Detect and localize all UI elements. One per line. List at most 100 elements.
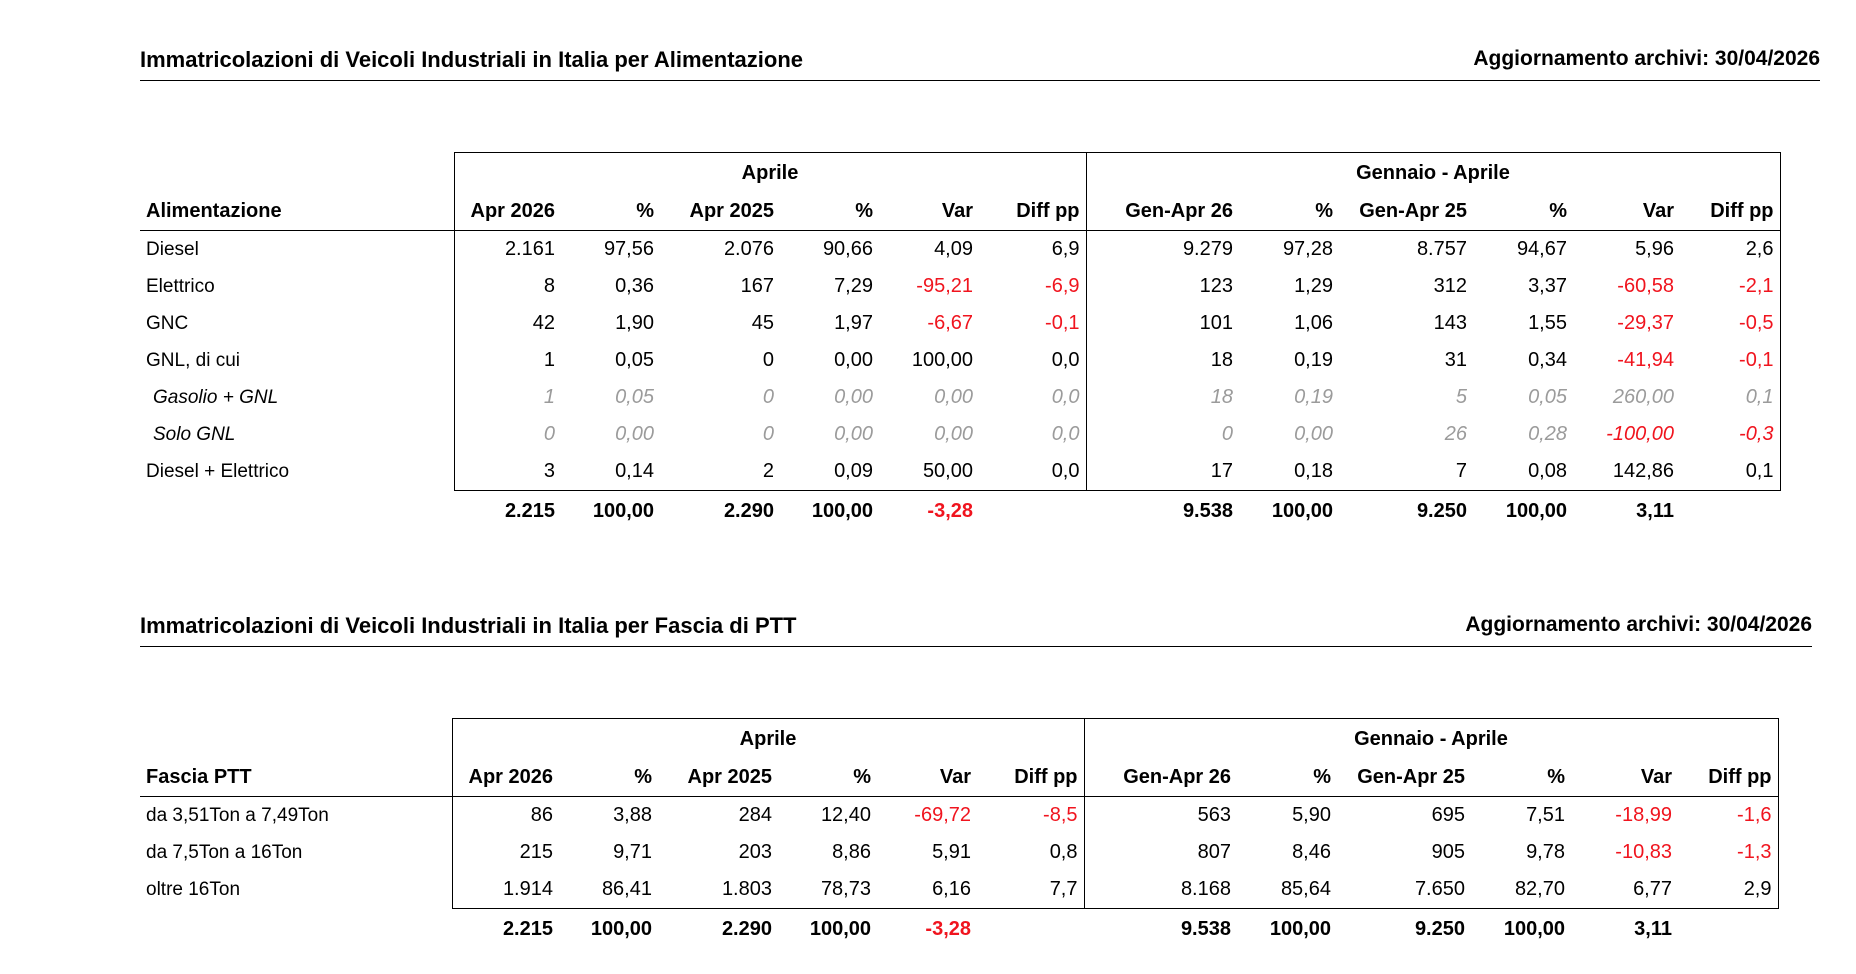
table-cell: 0,0 [1051, 386, 1080, 408]
table-row: GNC 42 1,90 45 1,97 -6,67 -0,1 101 1,06 … [140, 305, 1781, 342]
table-cell: -6,9 [1045, 275, 1080, 297]
total-cell: 100,00 [592, 499, 654, 522]
column-header: Diff pp [977, 759, 1084, 797]
table-cell: 0,00 [1294, 423, 1333, 445]
table-cell: 18 [1085, 379, 1239, 416]
table-cell: 1,97 [834, 312, 873, 334]
column-header: Var [879, 193, 979, 231]
ptt-report-title: Immatricolazioni di Veicoli Industriali … [140, 613, 797, 638]
table-cell: 94,67 [1516, 238, 1567, 260]
column-header: % [559, 759, 658, 797]
table-cell: 143 [1433, 312, 1467, 334]
table-cell: 1 [453, 342, 561, 379]
total-cell: 9.250 [1414, 917, 1465, 940]
table-cell: 8 [453, 268, 561, 305]
column-header-row: Alimentazione Apr 2026 % Apr 2025 % Var … [140, 193, 1781, 231]
table-cell: 9.279 [1085, 230, 1239, 268]
total-cell: 100,00 [1269, 917, 1331, 940]
table-cell: 1.914 [451, 871, 559, 909]
row-label: GNL, di cui [146, 349, 240, 371]
table-cell: 42 [453, 305, 561, 342]
total-cell: -3,28 [927, 499, 973, 522]
total-cell: 2.215 [504, 499, 555, 522]
table-cell: 0 [453, 416, 561, 453]
table-cell: 260,00 [1612, 386, 1674, 408]
total-cell: 3,11 [1634, 917, 1672, 940]
table-cell: 2.076 [723, 238, 774, 260]
table-row: Diesel + Elettrico 3 0,14 2 0,09 50,00 0… [140, 453, 1781, 491]
table-cell: 31 [1444, 349, 1467, 371]
column-header: Gen-Apr 25 [1339, 193, 1473, 231]
table-cell: 0,00 [934, 386, 973, 408]
column-header: Apr 2025 [660, 193, 780, 231]
table-cell: 0,05 [1528, 386, 1567, 408]
table-cell: -2,1 [1680, 268, 1781, 305]
table-cell: 0 [762, 386, 774, 408]
table-cell: -41,94 [1617, 349, 1674, 371]
table-cell: 1,06 [1294, 312, 1333, 334]
table-cell: -69,72 [914, 804, 971, 826]
column-header: % [778, 759, 877, 797]
group-header-ytd: Gennaio - Aprile [1085, 152, 1781, 193]
total-cell: 100,00 [811, 499, 873, 522]
fuel-report-header: Immatricolazioni di Veicoli Industriali … [140, 0, 1820, 81]
table-cell: 1,29 [1294, 275, 1333, 297]
table-cell: 0,00 [834, 386, 873, 408]
table-cell: 2 [660, 453, 780, 491]
total-cell: 2.290 [721, 917, 772, 940]
table-cell: 6,16 [877, 871, 977, 909]
table-cell: -29,37 [1617, 312, 1674, 334]
table-cell: 5,91 [932, 841, 971, 863]
table-cell: 82,70 [1471, 871, 1571, 909]
fuel-report-title: Immatricolazioni di Veicoli Industriali … [140, 47, 803, 72]
table-cell: 0,0 [1051, 349, 1080, 371]
table-cell: 7 [1339, 453, 1473, 491]
column-header: % [1237, 759, 1337, 797]
table-cell: 5,90 [1292, 804, 1331, 826]
column-header-row: Fascia PTT Apr 2026 % Apr 2025 % Var Dif… [140, 759, 1779, 797]
table-cell: 2,6 [1680, 230, 1781, 268]
total-cell: 100,00 [590, 917, 652, 940]
table-cell: 8.757 [1416, 238, 1467, 260]
fuel-archive-update: Aggiornamento archivi: 30/04/2026 [1473, 47, 1820, 70]
table-cell: 5,96 [1635, 238, 1674, 260]
table-cell: 9,71 [613, 841, 652, 863]
table-cell: 45 [751, 312, 774, 334]
column-header: Alimentazione [140, 193, 454, 231]
table-cell: 0,19 [1294, 349, 1333, 371]
table-cell: 0,00 [615, 423, 654, 445]
table-cell: 0,1 [1680, 453, 1781, 491]
total-cell: 3,11 [1636, 499, 1674, 522]
table-cell: -0,3 [1680, 416, 1781, 453]
table-cell: 7.650 [1337, 871, 1471, 909]
table-cell: 203 [738, 841, 772, 863]
column-header: Gen-Apr 26 [1083, 759, 1237, 797]
table-cell: 284 [738, 804, 772, 826]
total-cell: 9.250 [1416, 499, 1467, 522]
table-cell: -95,21 [916, 275, 973, 297]
table-cell: 7,29 [834, 275, 873, 297]
column-header: % [1473, 193, 1573, 231]
column-header: Diff pp [979, 193, 1086, 231]
row-label: da 3,51Ton a 7,49Ton [146, 804, 329, 826]
table-cell: 0,18 [1239, 453, 1339, 491]
column-header: Var [1571, 759, 1678, 797]
total-row: 2.215 100,00 2.290 100,00 -3,28 9.538 10… [140, 491, 1780, 532]
total-cell: 9.538 [1180, 917, 1231, 940]
column-header: Apr 2025 [658, 759, 778, 797]
table-cell: -1,3 [1678, 834, 1779, 871]
column-header: Diff pp [1680, 193, 1781, 231]
table-cell: 695 [1431, 804, 1465, 826]
row-label: Solo GNL [153, 423, 236, 445]
table-cell: -0,5 [1680, 305, 1781, 342]
table-cell: 1.803 [658, 871, 778, 909]
table-row: da 3,51Ton a 7,49Ton 86 3,88 284 12,40 -… [140, 796, 1779, 834]
table-cell: -1,6 [1678, 796, 1779, 834]
table-cell: 3 [453, 453, 561, 491]
table-cell: 8,46 [1292, 841, 1331, 863]
table-cell: 78,73 [778, 871, 877, 909]
fuel-report: Immatricolazioni di Veicoli Industriali … [140, 0, 1820, 531]
table-cell: 12,40 [820, 804, 871, 826]
table-cell: -60,58 [1617, 275, 1674, 297]
total-cell: -3,28 [925, 917, 971, 940]
